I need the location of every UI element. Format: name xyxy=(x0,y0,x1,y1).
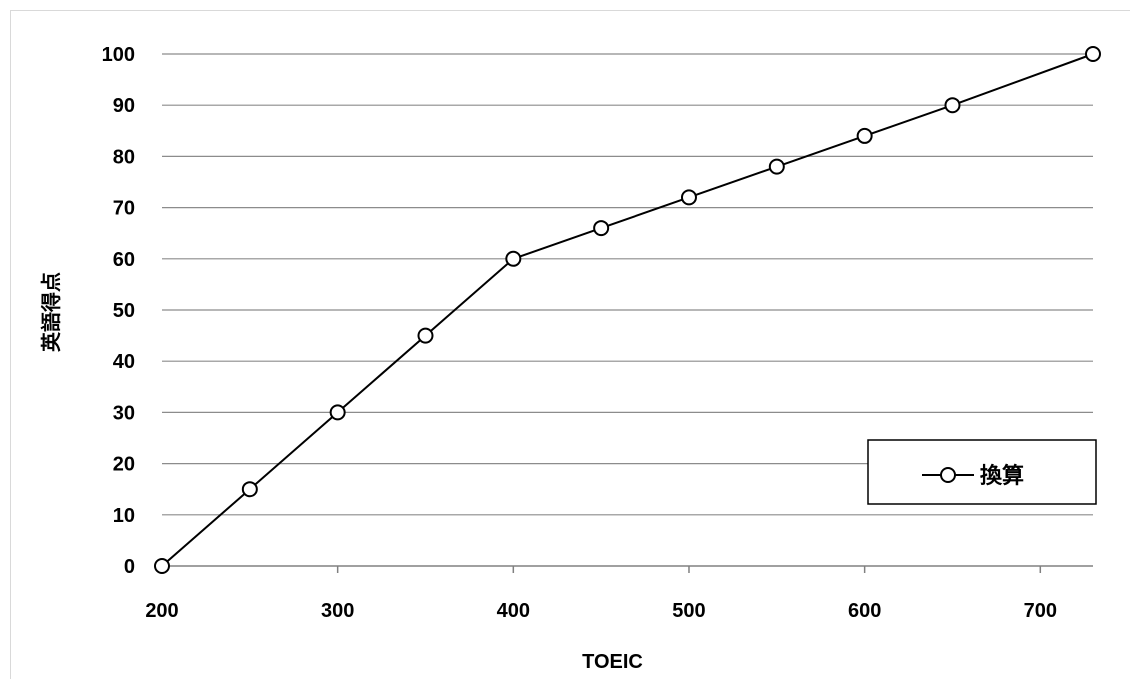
y-tick-label: 0 xyxy=(124,556,135,578)
y-tick-label: 90 xyxy=(113,95,135,117)
series-group xyxy=(154,46,1101,574)
data-point xyxy=(856,127,873,144)
y-axis-title: 英語得点 xyxy=(39,272,63,352)
data-point xyxy=(417,327,434,344)
x-tick-label: 300 xyxy=(321,600,354,622)
data-point xyxy=(768,158,785,175)
x-tick-label: 700 xyxy=(1024,600,1057,622)
data-point xyxy=(593,220,610,237)
legend-box xyxy=(867,439,1097,505)
y-tick-label: 100 xyxy=(102,44,135,66)
y-tick-label: 80 xyxy=(113,146,135,168)
y-axis-ticks: 0 10 20 30 40 50 60 70 80 90 100 xyxy=(102,44,135,578)
y-tick-label: 30 xyxy=(113,402,135,424)
y-tick-label: 10 xyxy=(113,505,135,527)
data-point xyxy=(505,250,522,267)
legend-marker xyxy=(940,467,956,483)
data-point xyxy=(154,558,170,574)
y-tick-label: 40 xyxy=(113,351,135,373)
x-axis-title: TOEIC xyxy=(582,651,643,673)
y-tick-label: 70 xyxy=(113,198,135,220)
data-point xyxy=(1085,46,1101,62)
data-point xyxy=(241,481,258,498)
data-point xyxy=(680,189,697,206)
data-point xyxy=(944,97,961,114)
x-tick-label: 400 xyxy=(497,600,530,622)
y-tick-label: 20 xyxy=(113,454,135,476)
x-axis-ticks: 200 300 400 500 600 700 xyxy=(145,566,1057,622)
gridlines xyxy=(162,53,1093,516)
chart-frame xyxy=(10,10,1130,679)
legend-label: 換算 xyxy=(980,463,1024,489)
x-tick-label: 600 xyxy=(848,600,881,622)
x-tick-label: 200 xyxy=(145,600,178,622)
legend: 換算 xyxy=(867,439,1097,505)
y-tick-label: 60 xyxy=(113,249,135,271)
x-tick-label: 500 xyxy=(672,600,705,622)
y-tick-label: 50 xyxy=(113,300,135,322)
data-point xyxy=(329,404,346,421)
